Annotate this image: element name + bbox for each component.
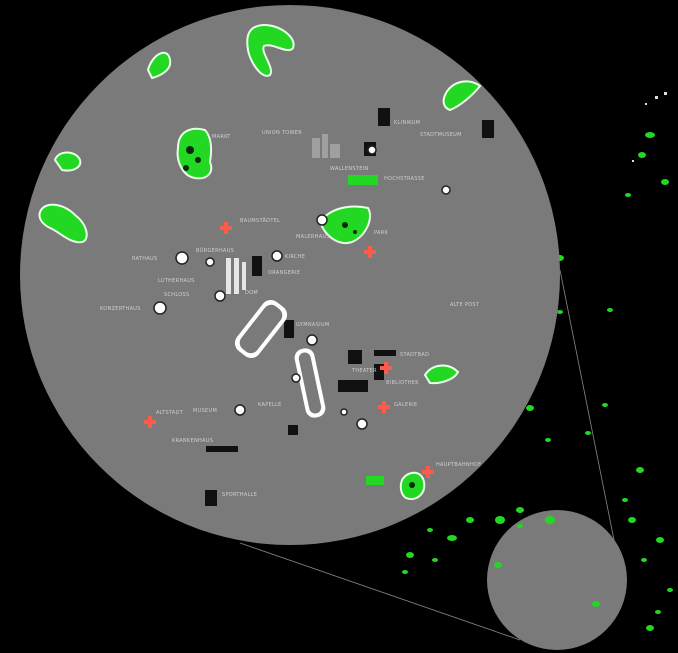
place-labels: UNION TOWER KLINIKUM STADTMUSEUM WALLENS… <box>100 120 481 498</box>
hospital-cross-icon[interactable] <box>422 466 434 478</box>
place-label: KAPELLE <box>258 402 282 408</box>
place-label: STADTMUSEUM <box>420 132 462 138</box>
poi-dot[interactable] <box>367 145 377 155</box>
magnifier-lens[interactable] <box>20 5 560 545</box>
place-label: MARKT <box>212 134 231 140</box>
place-label: RATHAUS <box>132 256 157 262</box>
place-label: DOM <box>245 290 258 296</box>
place-label: THEATER <box>351 368 377 374</box>
poi-dot[interactable] <box>291 373 301 383</box>
place-label: STADTBAD <box>400 352 429 358</box>
hospital-markers[interactable] <box>144 222 434 478</box>
lens-connector-line <box>239 542 521 641</box>
place-label: LUTHERHAUS <box>158 278 195 284</box>
hospital-cross-icon[interactable] <box>220 222 232 234</box>
poi-dot[interactable] <box>441 185 451 195</box>
hospital-cross-icon[interactable] <box>380 362 392 374</box>
place-label: GALERIE <box>394 402 417 408</box>
place-label: KRANKENHAUS <box>172 438 213 444</box>
poi-dot[interactable] <box>340 408 348 416</box>
place-label: SCHLOSS <box>164 292 189 298</box>
poi-markers[interactable] <box>153 145 451 430</box>
place-label: BAUMSTÄDTEL <box>240 217 280 224</box>
poi-dot[interactable] <box>271 250 283 262</box>
place-label: SPORTHALLE <box>222 492 257 498</box>
poi-dot[interactable] <box>205 257 215 267</box>
place-label: UNION TOWER <box>262 130 302 136</box>
place-label: WALLENSTEIN <box>330 166 368 172</box>
inset-circle[interactable] <box>487 510 627 650</box>
lens-connector-line <box>559 269 615 541</box>
poi-dot[interactable] <box>306 334 318 346</box>
place-label: GYMNASIUM <box>296 322 329 328</box>
poi-dot[interactable] <box>153 301 167 315</box>
hospital-cross-icon[interactable] <box>144 416 156 428</box>
place-label: KLINIKUM <box>394 120 420 126</box>
landmark-structures <box>226 258 326 418</box>
poi-dot[interactable] <box>175 251 189 265</box>
place-label: KONZERTHAUS <box>100 306 141 312</box>
hospital-cross-icon[interactable] <box>378 401 390 413</box>
poi-dot[interactable] <box>356 418 368 430</box>
place-label: ORANGERIE <box>268 270 300 276</box>
place-label: ALTE POST <box>450 302 480 308</box>
inset-circle-parks <box>494 516 600 607</box>
place-label: ALTSTADT <box>156 410 184 416</box>
place-label: MUSEUM <box>193 408 217 414</box>
place-label: KIRCHE <box>285 254 305 260</box>
hospital-cross-icon[interactable] <box>364 246 376 258</box>
place-label: MALERHAUS <box>296 234 330 240</box>
poi-dot[interactable] <box>214 290 226 302</box>
place-label: BIBLIOTHEK <box>386 380 419 386</box>
place-label: PARK <box>374 230 388 236</box>
place-label: HOCHSTRASSE <box>384 176 425 182</box>
park-texture <box>183 146 415 488</box>
place-label: BÜRGERHAUS <box>196 247 234 254</box>
poi-dot[interactable] <box>234 404 246 416</box>
poi-dot[interactable] <box>316 214 328 226</box>
place-label: HAUPTBAHNHOF <box>436 462 481 468</box>
